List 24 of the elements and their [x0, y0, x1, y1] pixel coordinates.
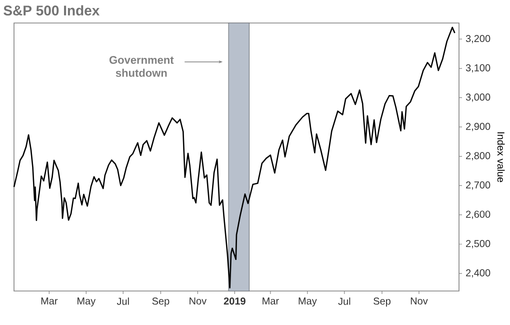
x-tick-label: Jul: [338, 298, 350, 305]
x-tick-label: Mar: [41, 298, 58, 304]
x-tick-label: 2019: [224, 298, 246, 305]
x-tick-label: Mar: [262, 298, 279, 304]
y-axis-title: Index value: [497, 132, 505, 182]
x-tick-label: Sep: [374, 298, 390, 307]
y-tick-label: 3,100: [466, 64, 490, 73]
y-tick-label: 2,900: [466, 122, 490, 132]
y-tick-label: 3,200: [466, 34, 490, 44]
chart-title: S&P 500 Index: [4, 5, 100, 16]
y-tick-label: 2,400: [466, 269, 490, 278]
x-tick-label: Nov: [190, 298, 207, 304]
x-tick-label: Sep: [152, 298, 170, 307]
y-tick-label: 2,700: [466, 181, 490, 190]
x-tick-label: May: [298, 298, 317, 306]
line-series: [13, 26, 456, 288]
band-label: Government shutdown: [109, 56, 174, 77]
y-tick-label: 2,500: [466, 240, 490, 248]
y-tick-label: 3,000: [466, 94, 490, 102]
x-tick-label: Jul: [116, 298, 129, 305]
y-tick-label: 2,800: [466, 152, 490, 160]
y-tick-label: 2,600: [466, 210, 490, 219]
x-tick-label: Nov: [410, 298, 428, 304]
x-tick-label: May: [78, 298, 96, 306]
